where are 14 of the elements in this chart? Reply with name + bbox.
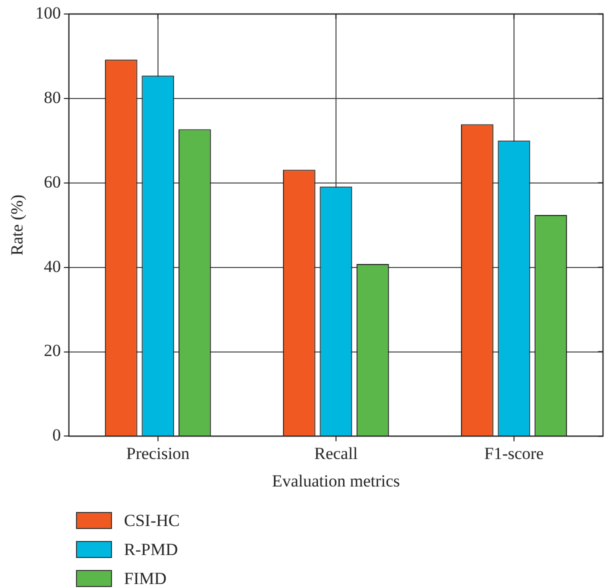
- legend-label: CSI-HC: [124, 510, 180, 530]
- y-axis-title: Rate (%): [8, 194, 27, 256]
- y-tick-label: 100: [35, 3, 61, 22]
- legend-label: FIMD: [124, 568, 167, 588]
- x-tick-label: Precision: [126, 444, 190, 463]
- x-tick-label: Recall: [314, 444, 358, 463]
- x-tick-label: F1-score: [484, 444, 544, 463]
- y-tick-label: 20: [44, 341, 61, 360]
- y-tick-label: 60: [44, 172, 61, 192]
- y-tick-label: 0: [52, 426, 61, 445]
- y-tick-label: 40: [44, 256, 61, 276]
- legend-label: R-PMD: [124, 540, 178, 560]
- x-axis-title: Evaluation metrics: [272, 471, 400, 490]
- y-tick-label: 80: [44, 88, 61, 107]
